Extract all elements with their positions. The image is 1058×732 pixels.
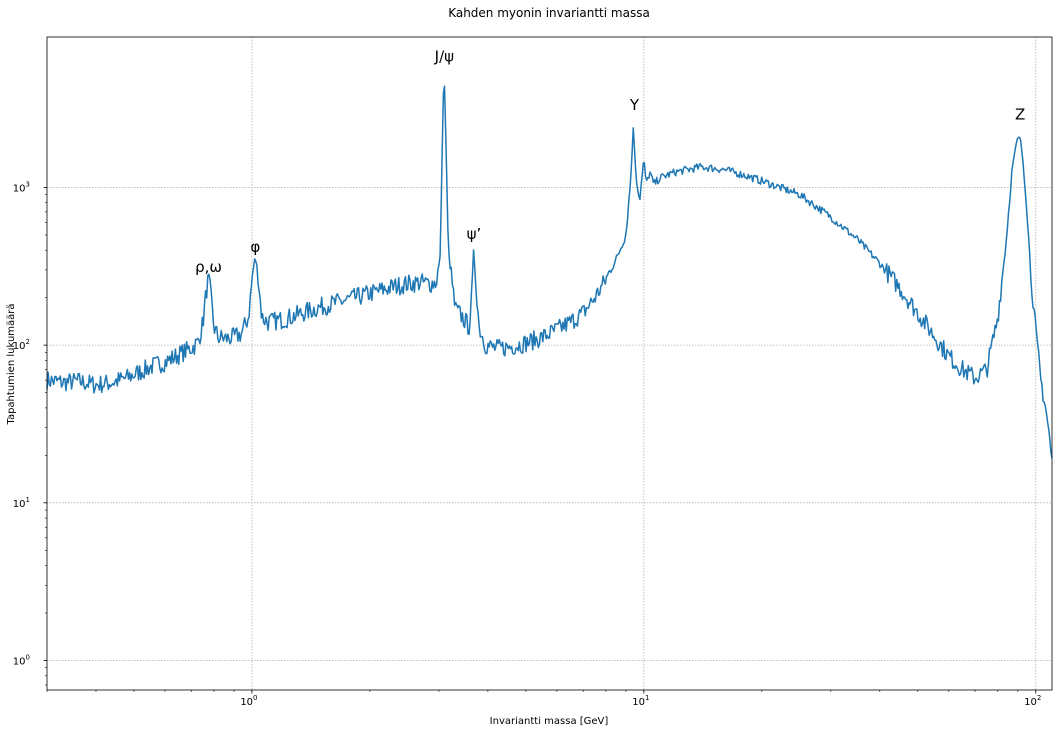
x-axis-label: Invariantti massa [GeV]	[490, 716, 609, 727]
annotations: ρ,ω φ J/ψ ψ’ Υ Z	[195, 47, 1025, 276]
x-ticks: 100 101 102	[46, 690, 1041, 708]
peak-label: ρ,ω	[195, 258, 222, 276]
y-tick-label: 100	[13, 654, 30, 668]
y-tick-label: 103	[13, 180, 30, 194]
y-tick-label: 101	[13, 496, 30, 510]
series-layer	[46, 85, 1053, 459]
chart-title: Kahden myonin invariantti massa	[448, 6, 650, 20]
series-line	[46, 85, 1053, 459]
x-tick-label: 100	[240, 694, 257, 708]
peak-label: Z	[1015, 105, 1025, 123]
x-tick-label: 102	[1024, 694, 1041, 708]
peak-label: Υ	[629, 96, 640, 114]
x-tick-label: 101	[632, 694, 649, 708]
grid	[47, 37, 1052, 690]
y-ticks: 100 101 102 103	[13, 180, 47, 686]
y-axis-label: Tapahtumien lukumäärä	[6, 303, 17, 425]
plot-frame	[46, 36, 1053, 691]
peak-label: J/ψ	[434, 47, 454, 65]
peak-label: φ	[250, 238, 260, 256]
peak-label: ψ’	[467, 225, 482, 243]
y-tick-label: 102	[13, 338, 30, 352]
